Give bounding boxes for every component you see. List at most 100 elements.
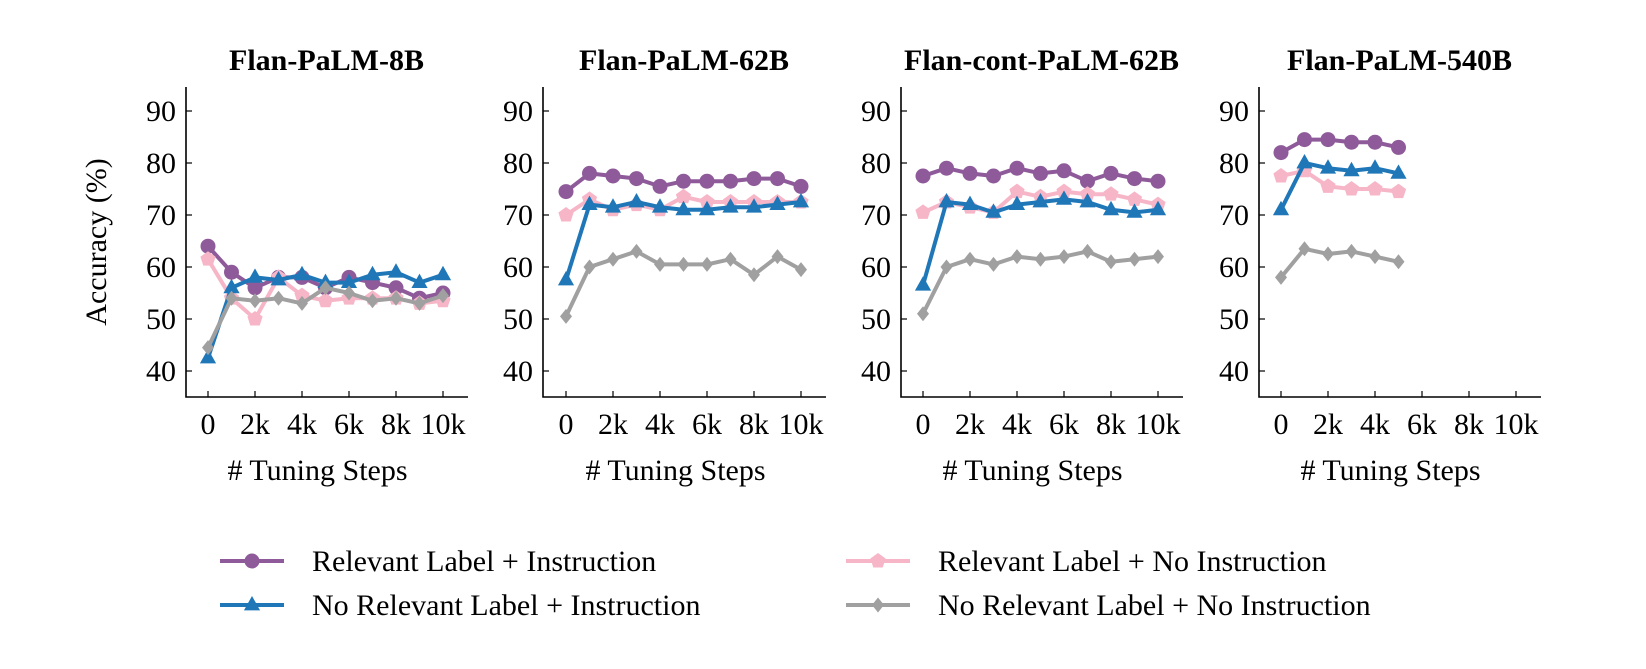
data-point xyxy=(677,256,690,272)
data-point xyxy=(390,290,402,306)
data-point xyxy=(364,265,381,281)
x-tick-label: 4k xyxy=(1002,408,1032,441)
y-tick-label: 80 xyxy=(146,147,176,180)
series-no-relevant-label-no-instruction xyxy=(202,280,449,356)
series-line xyxy=(921,197,1159,286)
series-line xyxy=(1279,246,1399,279)
legend-item-no-relevant-label-instruction: No Relevant Label + Instruction xyxy=(220,589,700,622)
series-no-relevant-label-no-instruction xyxy=(560,243,807,324)
data-point xyxy=(225,290,238,306)
data-point xyxy=(914,276,932,291)
data-point xyxy=(1126,203,1143,218)
y-tick-label: 60 xyxy=(861,251,891,284)
data-point xyxy=(792,193,810,208)
data-point xyxy=(746,171,762,187)
y-tick-label: 60 xyxy=(503,251,533,284)
series-no-relevant-label-instruction xyxy=(914,190,1167,291)
data-point xyxy=(985,203,1002,218)
y-tick-label: 50 xyxy=(861,303,891,336)
x-tick-label: 8k xyxy=(1096,408,1126,441)
data-point xyxy=(411,273,428,288)
legend-marker xyxy=(244,553,260,569)
data-point xyxy=(1126,191,1143,206)
data-point xyxy=(1273,168,1289,183)
panel-title: Flan-PaLM-62B xyxy=(579,44,789,77)
data-point xyxy=(1345,243,1358,259)
data-point xyxy=(1149,200,1167,216)
series-relevant-label-instruction xyxy=(558,165,809,200)
data-point xyxy=(1343,161,1360,177)
data-point xyxy=(795,262,807,278)
data-point xyxy=(560,308,572,324)
data-point xyxy=(630,243,643,259)
data-point xyxy=(962,165,978,181)
series-no-relevant-label-instruction xyxy=(557,193,810,286)
data-point xyxy=(1320,178,1336,193)
data-point xyxy=(413,295,426,311)
y-tick-label: 60 xyxy=(146,251,176,284)
data-point xyxy=(1272,200,1290,216)
x-tick-label: 10k xyxy=(1136,408,1181,441)
data-point xyxy=(770,171,785,187)
y-tick-label: 70 xyxy=(861,199,891,232)
data-point xyxy=(745,198,763,213)
data-point xyxy=(961,195,979,210)
panel-title: Flan-cont-PaLM-62B xyxy=(904,44,1179,77)
legend-item-relevant-label-no-instruction: Relevant Label + No Instruction xyxy=(846,545,1326,578)
data-point xyxy=(272,290,285,306)
data-point xyxy=(1056,163,1072,179)
data-point xyxy=(1102,200,1120,216)
data-point xyxy=(1058,249,1070,265)
x-tick-label: 6k xyxy=(1049,408,1079,441)
data-point xyxy=(607,251,619,267)
axis-lines xyxy=(1258,87,1541,398)
data-point xyxy=(1320,132,1336,148)
x-axis-title: # Tuning Steps xyxy=(942,454,1122,487)
data-point xyxy=(793,178,809,194)
x-tick-label: 2k xyxy=(240,408,270,441)
data-point xyxy=(1366,159,1384,174)
data-point xyxy=(294,287,310,303)
data-point xyxy=(724,251,737,267)
data-point xyxy=(654,256,666,272)
data-point xyxy=(1127,171,1142,187)
data-point xyxy=(1103,186,1119,201)
y-tick-label: 70 xyxy=(146,199,176,232)
x-axis-title: # Tuning Steps xyxy=(227,454,407,487)
axis-lines xyxy=(900,87,1183,398)
y-tick-label: 70 xyxy=(503,199,533,232)
y-tick-label: 50 xyxy=(1219,303,1249,336)
data-point xyxy=(939,160,954,176)
x-tick-label: 2k xyxy=(598,408,628,441)
y-tick-label: 40 xyxy=(146,355,176,388)
data-point xyxy=(1367,181,1383,196)
data-point xyxy=(722,198,739,213)
data-point xyxy=(1367,134,1383,150)
series-no-relevant-label-instruction xyxy=(1272,154,1407,216)
x-tick-label: 10k xyxy=(421,408,466,441)
data-point xyxy=(557,271,575,286)
chart-panels: Flan-PaLM-8B 40 50 60 70 80 90 0 2k 4k 6k 8k 10k # Tu… xyxy=(80,44,1541,487)
y-tick-label: 90 xyxy=(1219,95,1249,128)
data-point xyxy=(1273,145,1289,161)
data-point xyxy=(917,306,929,322)
data-point xyxy=(1080,173,1095,189)
data-point xyxy=(224,264,239,280)
panel-flan-palm-8b: Flan-PaLM-8B 40 50 60 70 80 90 0 2k 4k 6k 8k 10k # Tu… xyxy=(80,44,468,487)
x-tick-label: 10k xyxy=(1494,408,1539,441)
data-point xyxy=(293,265,311,281)
data-point xyxy=(675,200,692,216)
data-point xyxy=(1009,183,1025,199)
data-point xyxy=(366,293,379,309)
data-point xyxy=(1344,134,1359,150)
x-tick-label: 0 xyxy=(559,408,574,441)
data-point xyxy=(1298,241,1311,257)
data-point xyxy=(629,171,644,187)
y-tick-label: 60 xyxy=(1219,251,1249,284)
data-point xyxy=(581,195,598,210)
data-point xyxy=(1033,165,1048,181)
y-tick-label: 90 xyxy=(146,95,176,128)
data-point xyxy=(1391,139,1406,155)
data-point xyxy=(582,165,597,181)
data-point xyxy=(1128,251,1141,267)
